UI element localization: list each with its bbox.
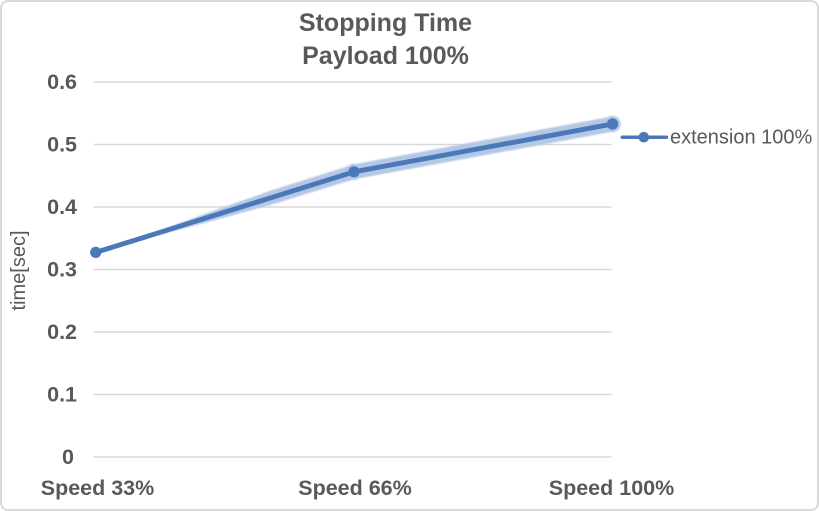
svg-text:extension 100%: extension 100%: [670, 127, 813, 149]
svg-text:0.6: 0.6: [47, 70, 77, 94]
svg-text:0.4: 0.4: [47, 195, 77, 219]
svg-text:time[sec]: time[sec]: [8, 230, 30, 310]
svg-text:0.5: 0.5: [47, 132, 77, 156]
svg-text:Speed 66%: Speed 66%: [298, 476, 412, 500]
svg-text:0.3: 0.3: [47, 257, 77, 281]
svg-text:Payload 100%: Payload 100%: [302, 42, 469, 70]
svg-text:0.1: 0.1: [47, 382, 77, 406]
svg-text:Speed 100%: Speed 100%: [549, 476, 674, 500]
svg-text:Speed 33%: Speed 33%: [41, 476, 155, 500]
svg-text:Stopping Time: Stopping Time: [299, 9, 472, 37]
svg-text:0: 0: [62, 445, 74, 469]
svg-text:0.2: 0.2: [47, 320, 77, 344]
